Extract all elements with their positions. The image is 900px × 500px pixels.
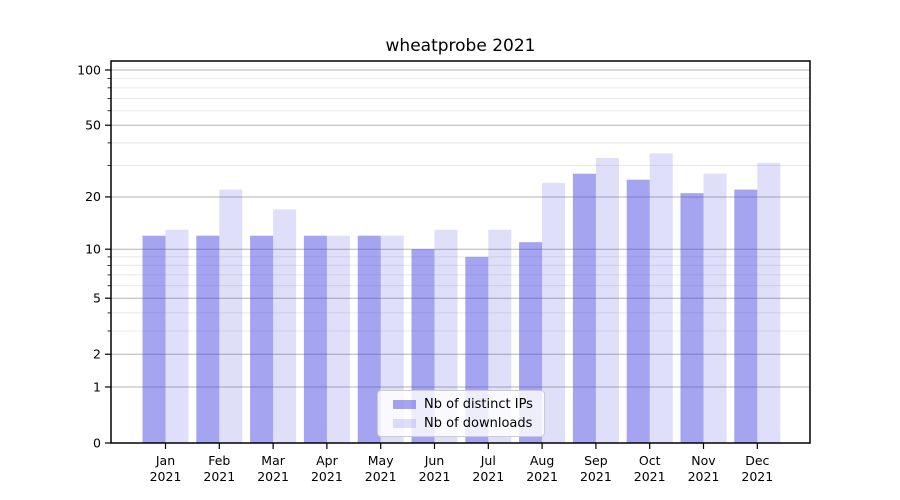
y-tick-label: 1 bbox=[93, 379, 101, 394]
bar-downloads-aug bbox=[542, 182, 566, 443]
bar-distinct-ips-may bbox=[357, 235, 381, 443]
x-tick-label-year: 2021 bbox=[365, 469, 397, 484]
x-tick-label-year: 2021 bbox=[472, 469, 504, 484]
x-tick-label-year: 2021 bbox=[203, 469, 235, 484]
bar-downloads-dec bbox=[757, 162, 781, 443]
x-tick-label: May bbox=[368, 453, 394, 468]
legend-label: Nb of distinct IPs bbox=[424, 396, 533, 412]
bar-downloads-jul bbox=[488, 229, 512, 443]
bar-distinct-ips-sep bbox=[572, 173, 596, 443]
bar-distinct-ips-mar bbox=[250, 235, 274, 443]
x-tick-label: Apr bbox=[316, 453, 338, 468]
legend-swatch-icon bbox=[393, 399, 416, 409]
y-tick-label: 20 bbox=[85, 189, 101, 204]
legend-item-distinct-ips: Nb of distinct IPs bbox=[393, 397, 544, 412]
bar-downloads-jun bbox=[434, 229, 458, 443]
legend: Nb of distinct IPs Nb of downloads bbox=[377, 390, 545, 437]
bar-downloads-oct bbox=[649, 153, 673, 443]
bar-distinct-ips-feb bbox=[196, 235, 220, 443]
x-tick-label: Mar bbox=[261, 453, 285, 468]
x-tick-label: Sep bbox=[584, 453, 608, 468]
chart-title: wheatprobe 2021 bbox=[385, 36, 536, 56]
x-tick-label-year: 2021 bbox=[580, 469, 612, 484]
y-tick-label: 0 bbox=[93, 435, 101, 450]
x-tick-label-year: 2021 bbox=[150, 469, 182, 484]
x-tick-label-year: 2021 bbox=[526, 469, 558, 484]
legend-item-downloads: Nb of downloads bbox=[393, 416, 544, 431]
x-tick-label: Nov bbox=[691, 453, 716, 468]
bar-downloads-feb bbox=[219, 189, 243, 443]
bar-downloads-nov bbox=[703, 173, 727, 443]
y-tick-label: 5 bbox=[93, 290, 101, 305]
y-tick-label: 100 bbox=[77, 62, 101, 77]
x-tick-label: Jul bbox=[480, 453, 496, 468]
plot-border bbox=[110, 60, 811, 444]
x-tick-label: Aug bbox=[530, 453, 554, 468]
x-tick-label-year: 2021 bbox=[311, 469, 343, 484]
x-tick-label: Jan bbox=[155, 453, 175, 468]
bar-distinct-ips-nov bbox=[680, 193, 704, 443]
x-tick-label: Jun bbox=[424, 453, 445, 468]
y-tick-label: 2 bbox=[93, 347, 101, 362]
x-tick-label: Feb bbox=[208, 453, 230, 468]
x-tick-label-year: 2021 bbox=[688, 469, 720, 484]
bar-downloads-apr bbox=[326, 235, 350, 443]
x-tick-label-year: 2021 bbox=[419, 469, 451, 484]
bar-distinct-ips-dec bbox=[734, 189, 758, 443]
bar-distinct-ips-oct bbox=[626, 179, 650, 443]
bar-distinct-ips-apr bbox=[303, 235, 327, 443]
x-tick-label-year: 2021 bbox=[741, 469, 773, 484]
bar-downloads-jan bbox=[165, 229, 189, 443]
bar-distinct-ips-jan bbox=[142, 235, 166, 443]
legend-swatch-icon bbox=[393, 418, 416, 428]
y-tick-label: 50 bbox=[85, 118, 101, 133]
x-tick-label-year: 2021 bbox=[257, 469, 289, 484]
x-tick-label: Dec bbox=[745, 453, 769, 468]
x-tick-label: Oct bbox=[639, 453, 661, 468]
y-tick-label: 10 bbox=[85, 241, 101, 256]
bar-downloads-mar bbox=[273, 209, 297, 443]
bar-downloads-sep bbox=[595, 157, 619, 443]
legend-label: Nb of downloads bbox=[424, 415, 533, 431]
x-tick-label-year: 2021 bbox=[634, 469, 666, 484]
